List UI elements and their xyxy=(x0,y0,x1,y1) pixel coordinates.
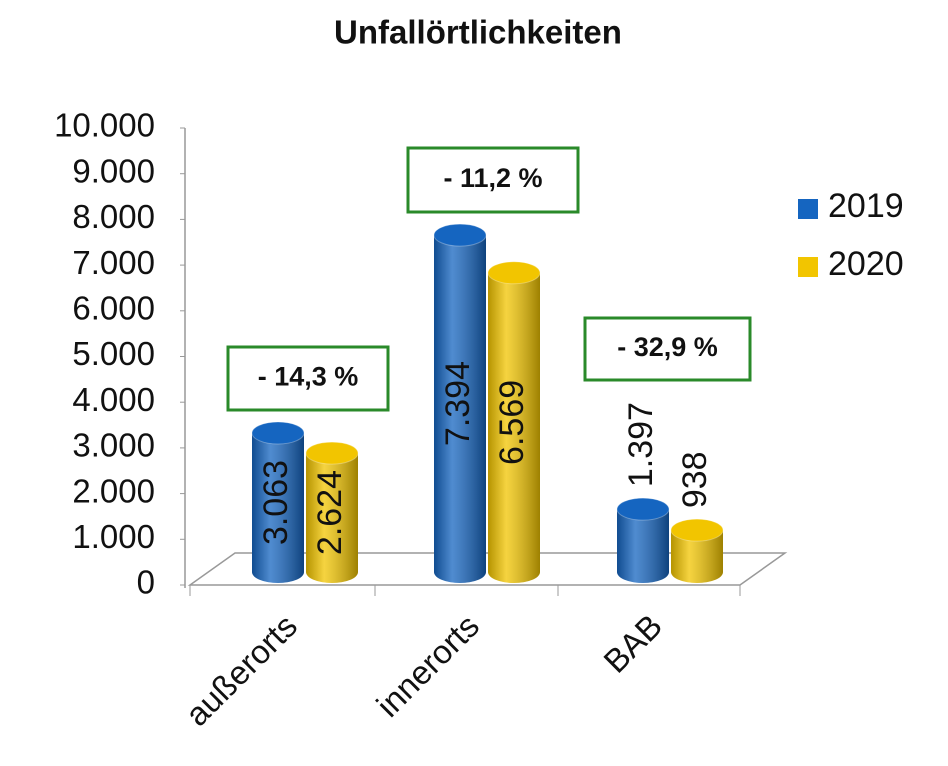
bar-shade xyxy=(671,530,723,583)
y-tick-label: 6.000 xyxy=(72,290,155,327)
annotation-box xyxy=(406,146,580,214)
annotation: - 11,2 % xyxy=(443,163,542,193)
annotation-box xyxy=(226,345,390,412)
value-label: 7.394 xyxy=(439,361,477,446)
y-tick-label: 0 xyxy=(137,564,155,601)
bar-top xyxy=(433,223,487,247)
bar-shade xyxy=(617,509,669,583)
x-tick-label: außerorts xyxy=(178,607,304,733)
bar-top xyxy=(251,421,305,445)
bar-shade xyxy=(252,433,304,583)
bar-shade xyxy=(488,272,540,583)
y-tick-label: 3.000 xyxy=(72,427,155,464)
bar-top xyxy=(616,497,670,521)
bar-top xyxy=(670,518,724,542)
legend-swatch xyxy=(798,257,818,277)
y-tick-label: 4.000 xyxy=(72,381,155,418)
legend-swatch xyxy=(798,199,818,219)
annotation: - 32,9 % xyxy=(617,332,718,362)
y-tick-label: 2.000 xyxy=(72,472,155,509)
y-tick-label: 9.000 xyxy=(72,152,155,189)
y-tick-label: 10.000 xyxy=(54,107,155,144)
bar-top xyxy=(487,261,541,285)
x-tick-label: BAB xyxy=(596,607,669,680)
bar-shade xyxy=(434,235,486,584)
bar-shade xyxy=(306,453,358,583)
legend-label: 2020 xyxy=(828,245,904,283)
legend-label: 2019 xyxy=(828,187,904,225)
y-tick-label: 1.000 xyxy=(72,518,155,555)
value-label: 938 xyxy=(676,451,714,508)
y-tick-label: 8.000 xyxy=(72,198,155,235)
y-tick-label: 5.000 xyxy=(72,335,155,372)
annotation: - 14,3 % xyxy=(258,362,359,392)
chart-title: Unfallörtlichkeiten xyxy=(334,14,622,51)
y-tick-label: 7.000 xyxy=(72,244,155,281)
x-tick-label: innerorts xyxy=(369,607,486,724)
value-label: 3.063 xyxy=(257,460,295,545)
annotation-box xyxy=(583,316,752,382)
value-label: 2.624 xyxy=(311,470,349,555)
value-label: 6.569 xyxy=(493,380,531,465)
value-label: 1.397 xyxy=(622,402,660,487)
bar-top xyxy=(305,441,359,465)
